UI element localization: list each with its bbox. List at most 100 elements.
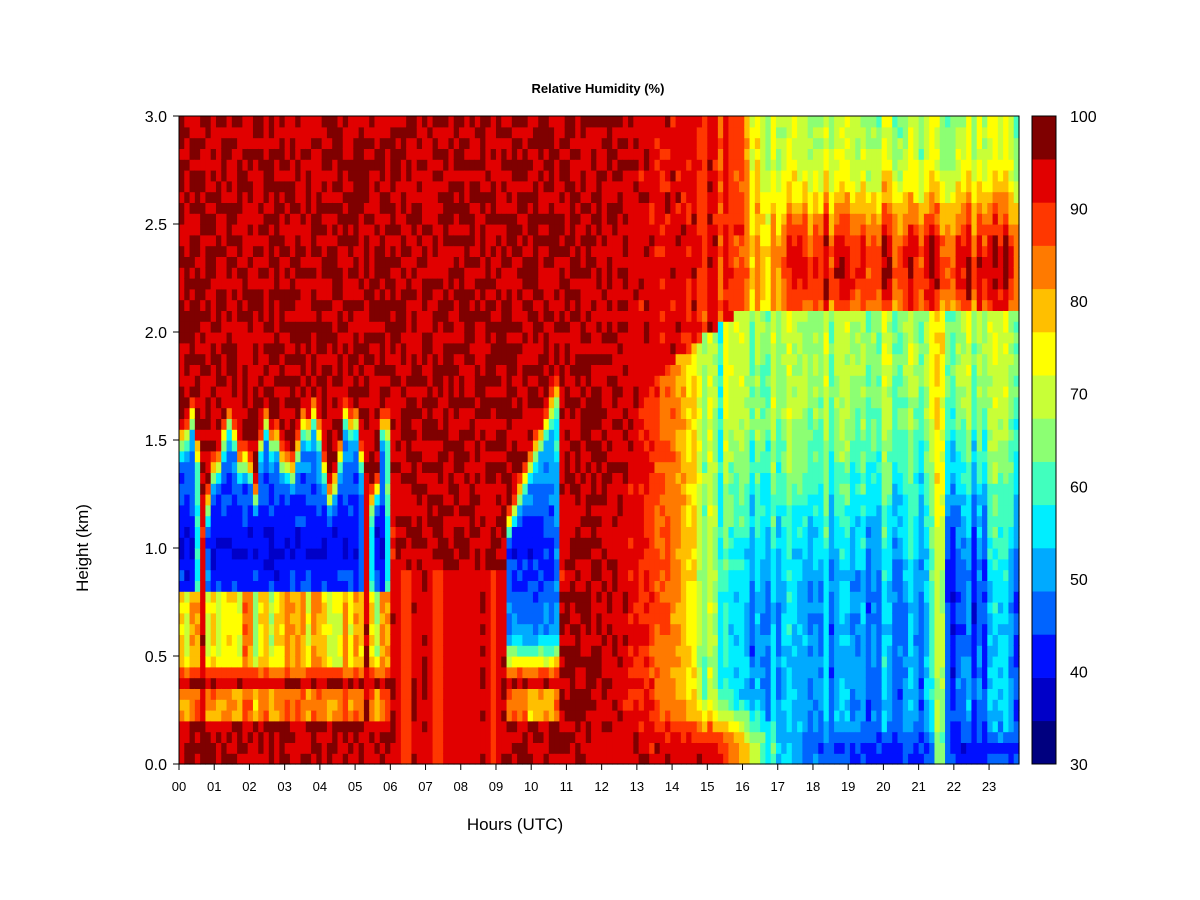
heatmap-cell: [210, 418, 217, 430]
heatmap-cell: [332, 332, 339, 344]
heatmap-cell: [485, 504, 492, 517]
heatmap-cell: [189, 720, 196, 733]
heatmap-cell: [311, 126, 317, 139]
heatmap-cell: [231, 256, 238, 268]
heatmap-cell: [422, 515, 428, 527]
heatmap-cell: [495, 202, 502, 214]
heatmap-cell: [559, 753, 566, 765]
heatmap-cell: [369, 580, 376, 592]
heatmap-cell: [284, 418, 291, 430]
heatmap-cell: [406, 688, 413, 700]
heatmap-cell: [179, 170, 185, 182]
heatmap-cell: [332, 224, 339, 236]
heatmap-cell: [411, 126, 418, 139]
heatmap-cell: [231, 537, 238, 549]
heatmap-cell: [448, 386, 455, 398]
heatmap-cell: [258, 677, 265, 689]
heatmap-cell: [247, 116, 254, 128]
heatmap-cell: [490, 591, 497, 603]
heatmap-cell: [538, 288, 545, 301]
heatmap-cell: [532, 245, 539, 257]
heatmap-cell: [495, 494, 502, 506]
heatmap-cell: [189, 278, 196, 290]
heatmap-cell: [538, 699, 545, 711]
heatmap-cell: [300, 569, 307, 581]
heatmap-cell: [342, 299, 349, 311]
heatmap-cell: [210, 699, 217, 711]
heatmap-cell: [432, 677, 439, 689]
heatmap-cell: [495, 526, 502, 538]
heatmap-cell: [400, 591, 407, 603]
heatmap-cell: [358, 526, 365, 538]
heatmap-cell: [332, 710, 339, 722]
heatmap-cell: [543, 580, 550, 592]
heatmap-cell: [210, 224, 217, 236]
heatmap-cell: [247, 548, 254, 560]
heatmap-cell: [284, 450, 291, 463]
heatmap-cell: [575, 386, 582, 398]
heatmap-cell: [469, 353, 476, 365]
heatmap-cell: [348, 515, 354, 527]
heatmap-cell: [474, 148, 481, 160]
heatmap-cell: [511, 666, 518, 679]
heatmap-cell: [385, 180, 391, 193]
heatmap-cell: [575, 202, 582, 214]
heatmap-cell: [427, 321, 434, 333]
heatmap-cell: [295, 342, 302, 355]
heatmap-cell: [395, 515, 402, 527]
heatmap-cell: [252, 191, 259, 203]
heatmap-cell: [453, 602, 460, 614]
heatmap-cell: [517, 224, 523, 236]
heatmap-cell: [612, 202, 619, 214]
heatmap-cell: [289, 396, 296, 409]
heatmap-cell: [242, 126, 249, 139]
heatmap-cell: [453, 710, 460, 722]
heatmap-cell: [559, 710, 566, 722]
heatmap-cell: [358, 137, 365, 149]
heatmap-cell: [247, 720, 254, 733]
heatmap-cell: [332, 299, 339, 311]
heatmap-cell: [226, 191, 233, 203]
heatmap-cell: [559, 742, 566, 754]
heatmap-cell: [469, 364, 476, 376]
heatmap-cell: [459, 742, 465, 754]
heatmap-cell: [495, 180, 502, 193]
heatmap-cell: [474, 407, 481, 419]
heatmap-cell: [279, 591, 286, 603]
heatmap-cell: [194, 126, 201, 139]
heatmap-cell: [289, 159, 296, 171]
heatmap-cell: [385, 677, 391, 689]
heatmap-cell: [527, 634, 534, 646]
heatmap-cell: [194, 159, 201, 171]
heatmap-cell: [231, 612, 238, 625]
heatmap-cell: [395, 753, 402, 765]
heatmap-cell: [464, 494, 471, 506]
heatmap-cell: [554, 180, 560, 193]
heatmap-cell: [506, 558, 513, 571]
heatmap-cell: [385, 656, 391, 668]
heatmap-cell: [200, 310, 207, 322]
heatmap-cell: [295, 710, 302, 722]
heatmap-cell: [511, 202, 518, 214]
heatmap-cell: [596, 537, 603, 549]
heatmap-cell: [543, 548, 550, 560]
heatmap-cell: [453, 720, 460, 733]
heatmap-cell: [311, 429, 317, 441]
heatmap-cell: [189, 666, 196, 679]
heatmap-cell: [247, 386, 254, 398]
heatmap-cell: [279, 710, 286, 722]
heatmap-cell: [221, 407, 228, 419]
heatmap-cell: [580, 429, 587, 441]
heatmap-cell: [258, 699, 265, 711]
heatmap-cell: [226, 450, 233, 463]
heatmap-cell: [337, 288, 344, 301]
heatmap-cell: [326, 267, 333, 279]
heatmap-cell: [580, 569, 587, 581]
heatmap-cell: [342, 224, 349, 236]
heatmap-cell: [194, 623, 201, 635]
heatmap-cell: [184, 731, 191, 743]
heatmap-cell: [495, 407, 502, 419]
heatmap-cell: [495, 126, 502, 139]
heatmap-cell: [422, 180, 428, 193]
heatmap-cell: [363, 407, 370, 419]
